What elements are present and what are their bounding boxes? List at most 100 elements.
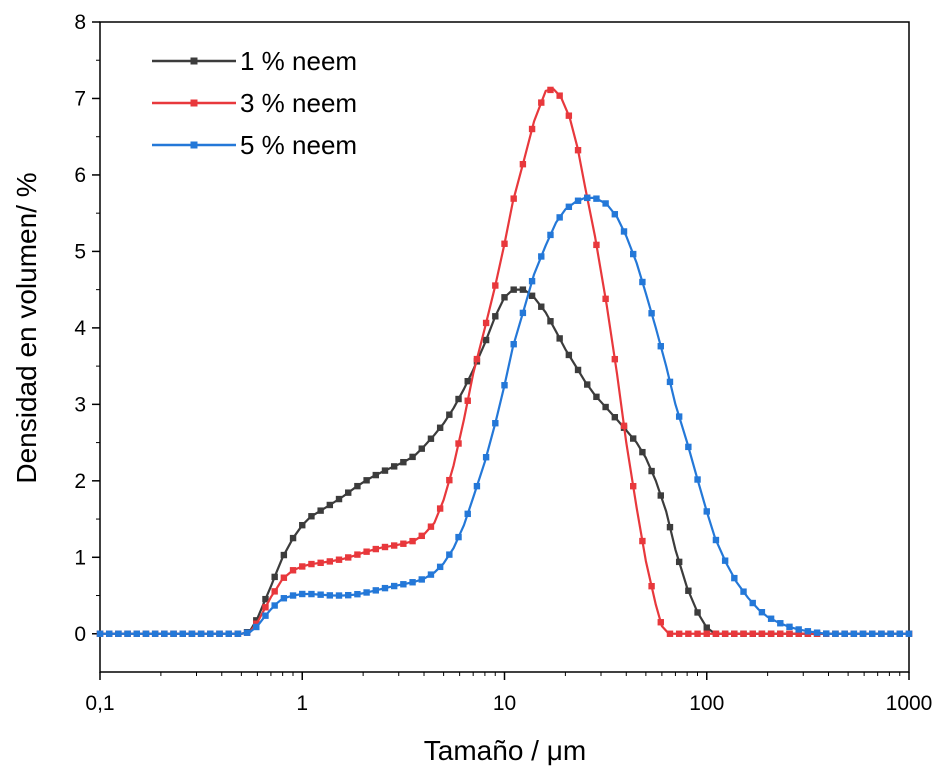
- data-point: [409, 579, 416, 586]
- data-point: [289, 534, 297, 542]
- data-point: [556, 214, 563, 221]
- data-point: [326, 558, 334, 565]
- data-point: [492, 420, 499, 427]
- legend-item-2: 3 % neem: [152, 88, 357, 118]
- data-point: [280, 574, 288, 581]
- data-point: [400, 458, 407, 466]
- data-point: [492, 313, 499, 320]
- data-point: [685, 443, 692, 451]
- data-point: [666, 523, 674, 531]
- series-2: [96, 86, 913, 637]
- data-point: [538, 253, 545, 260]
- data-point: [721, 557, 729, 564]
- data-point: [740, 630, 747, 637]
- data-point: [188, 630, 196, 637]
- data-point: [556, 92, 563, 99]
- data-point: [501, 294, 508, 301]
- data-point: [565, 112, 573, 119]
- data-point: [675, 558, 683, 566]
- legend-label: 5 % neem: [240, 130, 357, 160]
- data-point: [372, 587, 379, 594]
- data-point: [436, 563, 444, 571]
- data-point: [354, 482, 361, 490]
- x-tick-label: 1: [296, 692, 308, 715]
- data-point: [648, 310, 655, 317]
- x-axis-title: Tamaño / μm: [424, 735, 586, 766]
- data-point: [556, 335, 563, 342]
- data-point: [105, 630, 113, 637]
- data-point: [289, 592, 297, 599]
- data-point: [648, 582, 655, 590]
- data-point: [519, 286, 527, 293]
- data-point: [299, 563, 306, 570]
- data-point: [813, 629, 821, 636]
- data-point: [345, 554, 352, 561]
- data-point: [427, 523, 435, 530]
- data-point: [381, 467, 389, 474]
- data-point: [133, 630, 140, 637]
- data-point: [832, 630, 839, 637]
- data-point: [795, 626, 802, 633]
- data-point: [657, 619, 664, 626]
- data-point: [345, 489, 352, 496]
- data-point: [464, 510, 471, 518]
- data-point: [519, 160, 527, 168]
- data-point: [363, 589, 370, 596]
- data-point: [547, 318, 554, 325]
- data-point: [731, 630, 738, 637]
- y-tick-label: 2: [74, 470, 86, 493]
- data-point: [473, 482, 481, 490]
- data-point: [593, 195, 600, 202]
- data-point: [905, 630, 913, 637]
- data-point: [299, 590, 306, 598]
- data-point: [418, 445, 425, 452]
- data-point: [216, 630, 223, 637]
- data-point: [657, 492, 664, 499]
- data-point: [501, 240, 508, 247]
- data-point: [418, 532, 425, 540]
- data-point: [317, 559, 324, 567]
- data-point: [363, 477, 370, 484]
- data-point: [492, 282, 499, 289]
- series-line: [100, 288, 909, 635]
- data-point: [271, 588, 278, 595]
- data-point: [151, 630, 159, 637]
- data-point: [528, 292, 536, 299]
- data-point: [262, 604, 269, 611]
- y-tick-label: 3: [74, 393, 86, 416]
- data-point: [630, 482, 637, 490]
- data-point: [409, 537, 416, 545]
- data-point: [749, 630, 756, 637]
- data-point: [584, 194, 591, 202]
- data-point: [685, 587, 692, 594]
- data-point: [482, 336, 490, 344]
- data-point: [639, 448, 646, 456]
- data-point: [786, 630, 793, 637]
- data-point: [381, 543, 389, 551]
- data-point: [703, 630, 710, 637]
- data-point: [372, 471, 379, 479]
- data-point: [289, 567, 297, 574]
- data-point: [721, 630, 729, 637]
- data-point: [345, 591, 352, 599]
- data-point: [620, 228, 628, 235]
- data-point: [372, 545, 379, 553]
- data-point: [96, 630, 104, 637]
- data-point: [574, 146, 582, 154]
- data-point: [767, 615, 775, 622]
- y-axis-title: Densidad en volumen/ %: [11, 172, 42, 483]
- data-point: [878, 630, 885, 637]
- data-point: [455, 395, 462, 403]
- data-point: [142, 630, 150, 637]
- data-point: [657, 343, 664, 350]
- data-point: [161, 630, 168, 637]
- data-point: [694, 609, 701, 616]
- data-point: [823, 630, 830, 637]
- data-point: [253, 620, 260, 627]
- series-line: [100, 196, 909, 635]
- y-tick-label: 5: [74, 240, 86, 263]
- data-point: [547, 231, 554, 239]
- data-point: [326, 501, 334, 509]
- legend-item-3: 5 % neem: [152, 130, 357, 160]
